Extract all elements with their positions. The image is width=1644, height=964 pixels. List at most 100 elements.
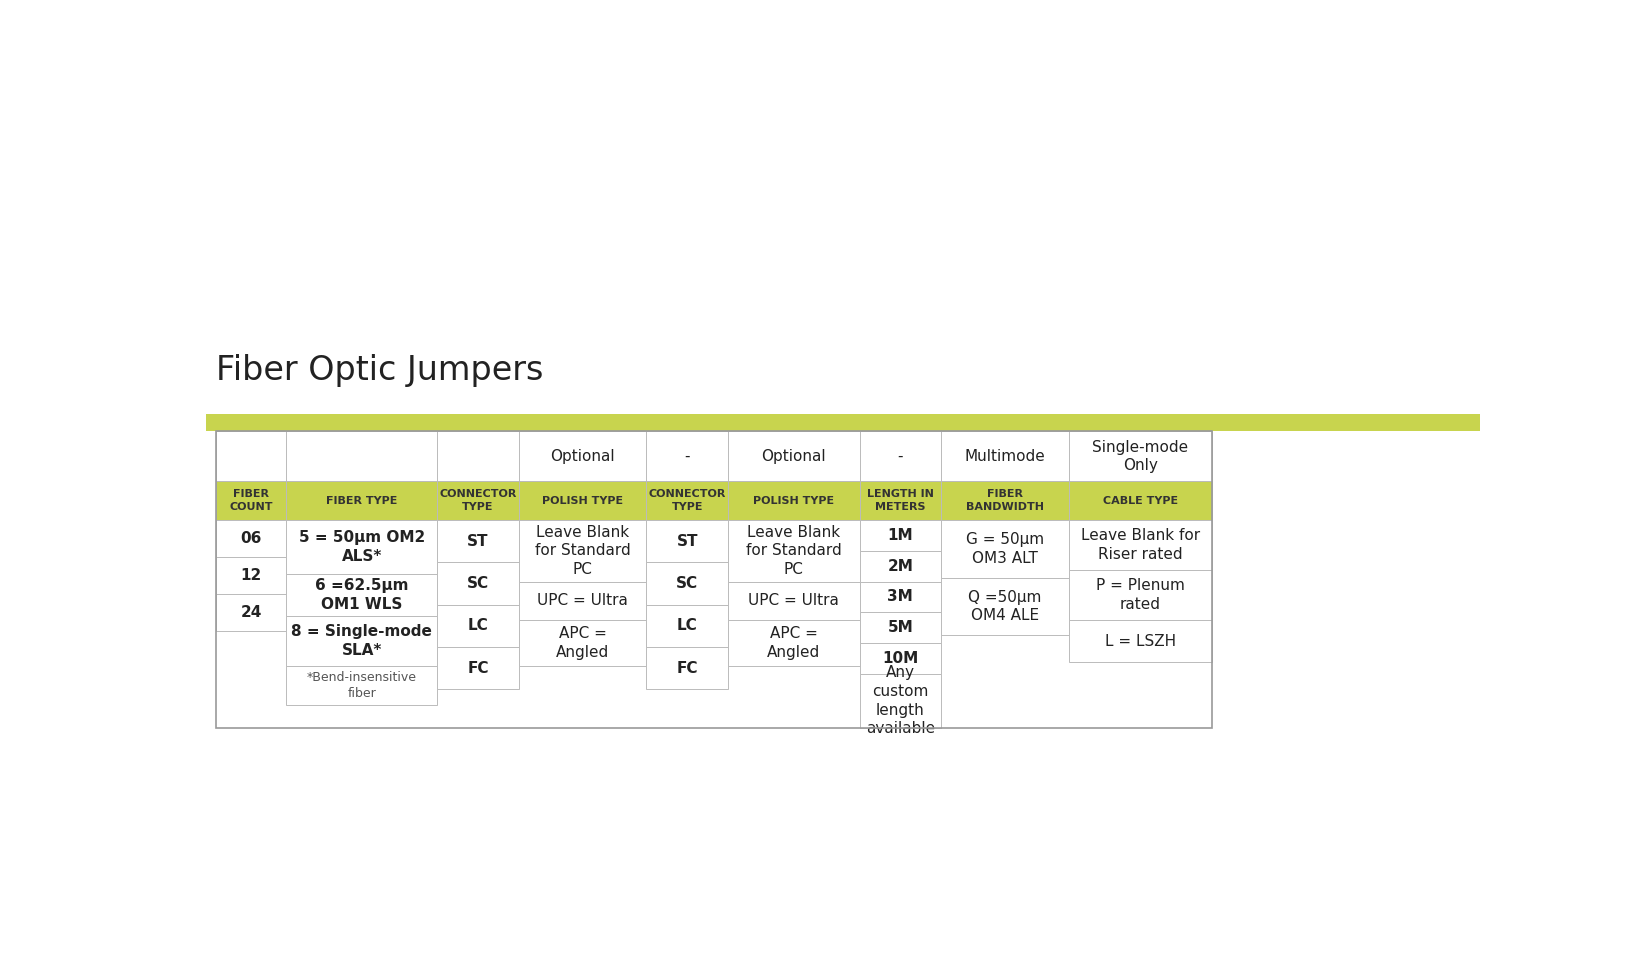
Bar <box>860 550 940 581</box>
Bar <box>1069 620 1212 662</box>
Text: 2M: 2M <box>888 558 912 574</box>
Bar <box>940 481 1069 520</box>
Text: FIBER
BANDWIDTH: FIBER BANDWIDTH <box>967 490 1044 512</box>
Text: L = LSZH: L = LSZH <box>1105 633 1175 649</box>
Text: 24: 24 <box>240 604 261 620</box>
Bar <box>286 520 437 574</box>
Bar <box>940 520 1069 577</box>
Bar <box>646 604 728 647</box>
Text: 5 = 50μm OM2
ALS*: 5 = 50μm OM2 ALS* <box>299 530 424 564</box>
Bar <box>217 594 286 630</box>
Bar <box>646 481 728 520</box>
Bar <box>518 431 646 481</box>
Text: Single-mode
Only: Single-mode Only <box>1093 440 1189 473</box>
Text: ST: ST <box>467 534 488 549</box>
Text: CONNECTOR
TYPE: CONNECTOR TYPE <box>439 490 516 512</box>
Bar <box>286 616 437 666</box>
Text: CABLE TYPE: CABLE TYPE <box>1103 495 1179 506</box>
Text: -: - <box>684 449 690 464</box>
Bar <box>518 620 646 666</box>
Bar <box>286 431 437 481</box>
Bar <box>217 520 286 557</box>
Bar <box>217 481 286 520</box>
Text: LC: LC <box>677 618 697 633</box>
Text: G = 50μm
OM3 ALT: G = 50μm OM3 ALT <box>967 532 1044 566</box>
Text: P = Plenum
rated: P = Plenum rated <box>1097 578 1185 612</box>
Bar <box>437 647 518 689</box>
Bar <box>860 520 940 550</box>
Text: FIBER TYPE: FIBER TYPE <box>326 495 398 506</box>
Text: POLISH TYPE: POLISH TYPE <box>543 495 623 506</box>
Bar <box>437 520 518 562</box>
Bar <box>437 481 518 520</box>
Bar <box>860 481 940 520</box>
Text: UPC = Ultra: UPC = Ultra <box>748 593 838 608</box>
Text: LENGTH IN
METERS: LENGTH IN METERS <box>866 490 934 512</box>
Bar <box>940 431 1069 481</box>
Text: Fiber Optic Jumpers: Fiber Optic Jumpers <box>217 354 544 387</box>
Bar <box>518 581 646 620</box>
Text: Q =50μm
OM4 ALE: Q =50μm OM4 ALE <box>968 590 1042 624</box>
Bar <box>728 520 860 581</box>
Bar <box>286 481 437 520</box>
Text: LC: LC <box>467 618 488 633</box>
Text: Leave Blank for
Riser rated: Leave Blank for Riser rated <box>1082 528 1200 562</box>
Text: Optional: Optional <box>551 449 615 464</box>
Bar <box>206 415 1480 431</box>
Bar <box>860 643 940 674</box>
Bar <box>860 431 940 481</box>
Bar <box>860 674 940 728</box>
Text: SC: SC <box>676 576 699 591</box>
Bar <box>217 557 286 594</box>
Bar <box>1069 520 1212 570</box>
Bar <box>860 581 940 612</box>
Text: Optional: Optional <box>761 449 825 464</box>
Text: UPC = Ultra: UPC = Ultra <box>538 593 628 608</box>
Text: 5M: 5M <box>888 620 912 635</box>
Text: 10M: 10M <box>883 651 919 666</box>
Bar <box>1069 481 1212 520</box>
Text: CONNECTOR
TYPE: CONNECTOR TYPE <box>648 490 727 512</box>
Bar <box>217 431 286 481</box>
Text: 12: 12 <box>240 568 261 583</box>
Text: Leave Blank
for Standard
PC: Leave Blank for Standard PC <box>534 524 630 576</box>
Text: -: - <box>898 449 903 464</box>
Text: FC: FC <box>467 660 488 676</box>
Text: APC =
Angled: APC = Angled <box>768 627 820 660</box>
Bar <box>518 481 646 520</box>
Bar <box>437 431 518 481</box>
Text: POLISH TYPE: POLISH TYPE <box>753 495 834 506</box>
Text: 3M: 3M <box>888 589 912 604</box>
Text: Any
custom
length
available: Any custom length available <box>866 665 935 736</box>
Bar <box>728 620 860 666</box>
Bar <box>646 562 728 604</box>
Text: FC: FC <box>676 660 699 676</box>
Bar <box>286 574 437 616</box>
Bar <box>728 431 860 481</box>
Bar <box>286 666 437 705</box>
Text: Multimode: Multimode <box>965 449 1046 464</box>
Bar <box>646 431 728 481</box>
Bar <box>437 562 518 604</box>
Text: FIBER
COUNT: FIBER COUNT <box>230 490 273 512</box>
Text: 06: 06 <box>240 531 261 546</box>
Bar <box>518 520 646 581</box>
Text: APC =
Angled: APC = Angled <box>556 627 610 660</box>
Bar <box>646 520 728 562</box>
Text: 1M: 1M <box>888 528 912 543</box>
Bar <box>437 604 518 647</box>
Bar <box>217 431 1212 728</box>
Bar <box>1069 431 1212 481</box>
Text: 6 =62.5μm
OM1 WLS: 6 =62.5μm OM1 WLS <box>316 578 408 612</box>
Bar <box>728 481 860 520</box>
Bar <box>1069 570 1212 620</box>
Bar <box>646 647 728 689</box>
Bar <box>860 612 940 643</box>
Text: *Bend-insensitive
fiber: *Bend-insensitive fiber <box>307 671 416 700</box>
Text: 8 = Single-mode
SLA*: 8 = Single-mode SLA* <box>291 625 432 658</box>
Text: SC: SC <box>467 576 488 591</box>
Text: ST: ST <box>676 534 699 549</box>
Bar <box>940 577 1069 635</box>
Text: Leave Blank
for Standard
PC: Leave Blank for Standard PC <box>746 524 842 576</box>
Bar <box>728 581 860 620</box>
